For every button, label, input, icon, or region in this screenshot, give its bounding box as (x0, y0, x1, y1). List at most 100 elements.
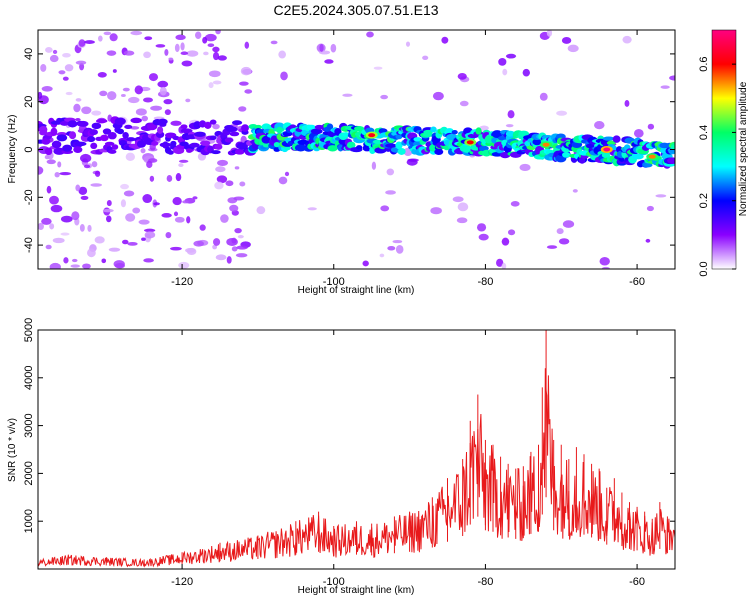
heatmap-cell (153, 202, 160, 206)
heatmap-cell (451, 130, 458, 135)
heatmap-cell (59, 120, 70, 126)
heatmap-cell (91, 122, 102, 130)
heatmap-cell (193, 131, 206, 137)
heatmap-cell (211, 150, 221, 155)
heatmap-x-tick-label: -80 (477, 276, 493, 288)
heatmap-peak (542, 142, 550, 147)
heatmap-cell (59, 172, 72, 176)
heatmap-cell (241, 124, 249, 132)
heatmap-cell (572, 189, 578, 193)
heatmap-cell (519, 163, 531, 172)
heatmap-cell (212, 123, 220, 130)
heatmap-cell (67, 120, 78, 128)
heatmap-cell (174, 43, 180, 53)
heatmap-cell (186, 247, 197, 256)
heatmap-cell (91, 161, 98, 168)
heatmap-cell (234, 148, 245, 155)
heatmap-cell (141, 237, 146, 241)
heatmap-x-axis-label: Height of straight line (km) (298, 285, 415, 296)
heatmap-cell (234, 228, 242, 234)
heatmap-cell (77, 120, 89, 127)
colorbar-label: Normalized spectral amplitude (738, 81, 749, 216)
heatmap-cell (75, 98, 82, 102)
heatmap-cell (346, 141, 356, 149)
heatmap-cell (144, 36, 153, 41)
heatmap-cell (229, 204, 239, 212)
heatmap-cell (75, 60, 87, 65)
heatmap-cell (380, 205, 390, 212)
heatmap-cell (185, 98, 191, 103)
heatmap-cell (144, 231, 156, 239)
heatmap-cell (100, 134, 109, 142)
heatmap-cell (161, 213, 172, 218)
heatmap-cell (532, 138, 542, 146)
heatmap-cell (624, 100, 630, 107)
heatmap-cell (178, 163, 184, 168)
heatmap-cell (106, 50, 117, 56)
heatmap-cell (49, 262, 61, 269)
heatmap-cell (130, 30, 143, 36)
heatmap-cell (71, 211, 80, 221)
heatmap-cell (102, 208, 114, 213)
heatmap-cell (64, 64, 74, 72)
heatmap-cell (644, 162, 653, 168)
heatmap-cell (373, 66, 383, 70)
heatmap-cell (50, 127, 58, 136)
heatmap-cell (57, 161, 62, 168)
heatmap-cell (366, 31, 374, 38)
heatmap-cell (157, 118, 168, 125)
heatmap-cell (212, 80, 222, 85)
heatmap-cell (217, 159, 229, 166)
heatmap-cell (108, 149, 117, 154)
heatmap-cell (270, 40, 278, 45)
heatmap-cell (660, 85, 670, 89)
heatmap-cell (491, 130, 503, 139)
heatmap-cell (132, 207, 141, 214)
snr-y-tick-label: 5000 (23, 318, 35, 342)
heatmap-cell (109, 33, 118, 42)
heatmap-cell (180, 124, 188, 129)
heatmap-x-tick-label: -60 (629, 276, 645, 288)
heatmap-cell (233, 196, 245, 201)
heatmap-cell (54, 172, 60, 178)
heatmap-cell (169, 246, 182, 251)
heatmap-cell (41, 217, 52, 225)
heatmap-cells (38, 30, 675, 269)
heatmap-cell (231, 246, 238, 252)
heatmap-cell (475, 127, 482, 135)
heatmap-cell (107, 91, 117, 101)
heatmap-cell (79, 223, 85, 232)
heatmap-cell (395, 245, 404, 254)
heatmap-cell (116, 128, 125, 135)
heatmap-cell (501, 262, 507, 269)
heatmap-cell (284, 171, 290, 177)
colorbar-tick-label: 0.4 (698, 125, 710, 140)
heatmap-cell (203, 51, 209, 56)
heatmap-cell (56, 134, 68, 142)
heatmap-cell (510, 201, 520, 207)
colorbar-ticks: 0.0 0.2 0.4 0.6 (698, 56, 736, 277)
heatmap-cell (94, 170, 101, 177)
colorbar-tick-label: 0.2 (698, 193, 710, 208)
heatmap-cell (556, 228, 564, 235)
heatmap-cell (75, 117, 81, 122)
heatmap-cell (46, 185, 52, 194)
heatmap-cell (106, 200, 112, 207)
colorbar-gradient (711, 29, 737, 270)
snr-y-ticks: 1000 2000 3000 4000 5000 (23, 318, 675, 533)
heatmap-cell (175, 173, 182, 182)
heatmap-cell (49, 195, 59, 205)
heatmap-cell (80, 195, 89, 201)
heatmap-cell (324, 59, 334, 64)
heatmap-cell (142, 194, 153, 204)
heatmap-cell (631, 153, 644, 160)
heatmap-cell (94, 236, 105, 244)
heatmap-cell (276, 126, 284, 134)
heatmap-cell (52, 49, 58, 55)
heatmap-cell (53, 147, 66, 155)
heatmap-cell (561, 37, 572, 44)
heatmap-cell (99, 90, 108, 97)
heatmap-cell (58, 70, 66, 75)
heatmap-cell (434, 148, 444, 156)
